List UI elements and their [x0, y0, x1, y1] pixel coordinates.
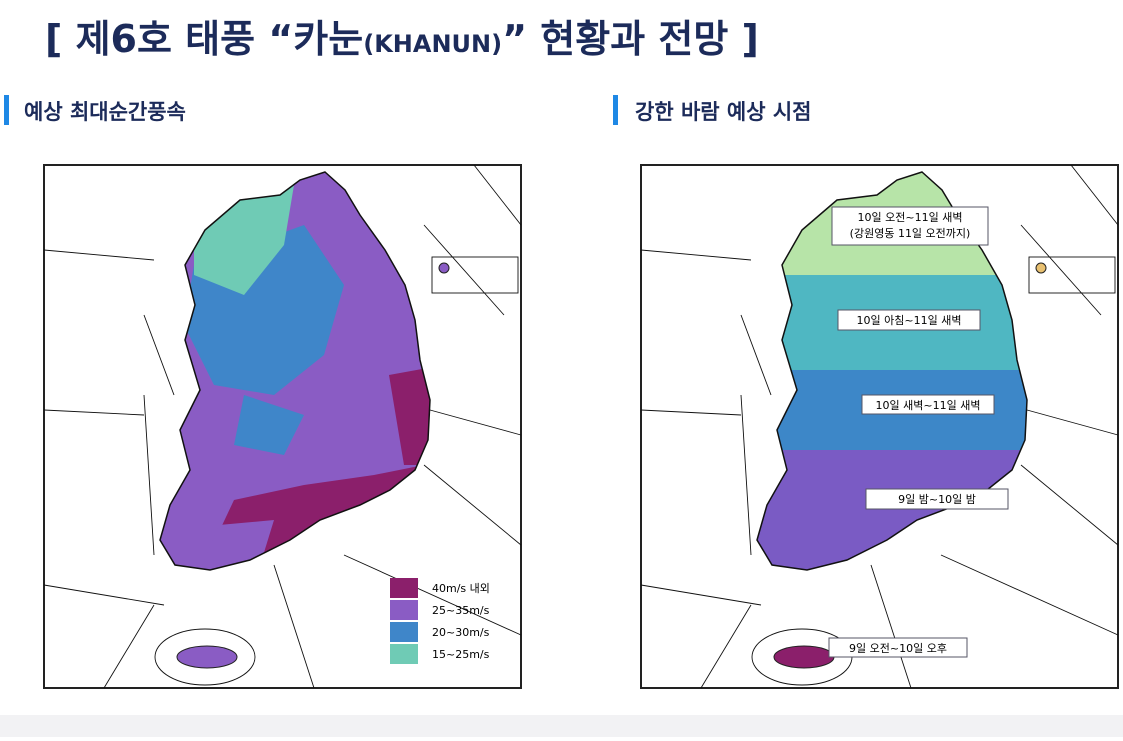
label-text: 10일 새벽~11일 새벽	[876, 398, 981, 412]
heading-bar	[4, 95, 9, 125]
label-box	[861, 394, 995, 415]
label-box	[865, 488, 1009, 510]
title-part: ” 현황과 전망 ]	[502, 17, 759, 61]
label-box	[831, 206, 989, 246]
panel-heading: 예상 최대순간풍속	[24, 100, 186, 124]
title-part: (KHANUN)	[363, 30, 502, 58]
legend-swatch	[390, 578, 418, 598]
label-box	[837, 309, 981, 331]
label-text: (강원영동 11일 오전까지)	[850, 226, 971, 240]
legend-label: 40m/s 내외	[432, 582, 490, 595]
slide-title: [ 제6호 태풍 “카눈(KHANUN)” 현황과 전망 ]	[45, 17, 759, 61]
legend-swatch	[390, 622, 418, 642]
heading-bar	[613, 95, 618, 125]
wind-speed-map: 40m/s 내외 25~35m/s 20~30m/s 15~25m/s	[43, 164, 522, 689]
title-part: [ 제6호 태풍 “카눈	[45, 17, 363, 61]
label-text: 9일 오전~10일 오후	[849, 641, 947, 655]
legend-label: 15~25m/s	[432, 648, 490, 661]
footer-strip	[0, 715, 1123, 737]
legend-swatch	[390, 644, 418, 664]
timing-map: 10일 오전~11일 새벽 (강원영동 11일 오전까지) 10일 아침~11일 새…	[640, 164, 1119, 689]
label-text: 10일 아침~11일 새벽	[857, 313, 962, 327]
label-text: 9일 밤~10일 밤	[898, 492, 976, 506]
panel-heading: 강한 바람 예상 시점	[635, 100, 812, 124]
legend: 40m/s 내외 25~35m/s 20~30m/s 15~25m/s	[390, 578, 490, 664]
legend-label: 20~30m/s	[432, 626, 490, 639]
legend-swatch	[390, 600, 418, 620]
time-labels: 10일 오전~11일 새벽 (강원영동 11일 오전까지) 10일 아침~11일 새…	[828, 206, 1009, 658]
label-box	[828, 637, 968, 658]
label-text: 10일 오전~11일 새벽	[858, 210, 963, 224]
legend-label: 25~35m/s	[432, 604, 490, 617]
